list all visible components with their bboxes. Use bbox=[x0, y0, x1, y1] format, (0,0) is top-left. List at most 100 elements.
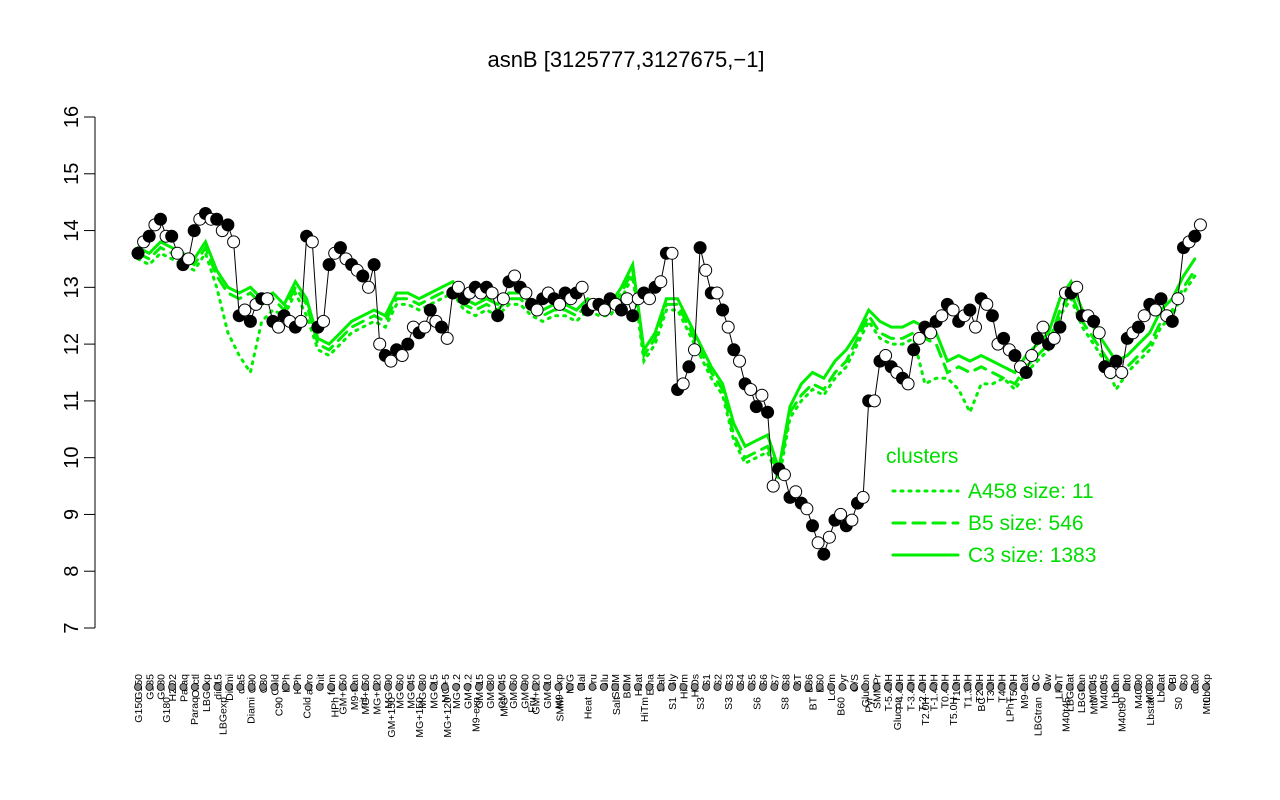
y-tick-label: 10 bbox=[61, 447, 83, 469]
x-tick-label: LBGstat bbox=[1065, 674, 1077, 712]
data-point bbox=[1109, 354, 1123, 368]
chart-title: asnB [3125777,3127675,−1] bbox=[487, 47, 764, 72]
x-tick-marker bbox=[1145, 683, 1154, 691]
data-point bbox=[727, 343, 741, 357]
data-point bbox=[530, 303, 544, 317]
x-tick-marker bbox=[974, 683, 983, 691]
data-point bbox=[221, 218, 235, 232]
x-tick-label: nit bbox=[315, 674, 327, 685]
x-tick-label: S6 bbox=[758, 674, 770, 687]
x-tick-label: Cold bbox=[302, 697, 314, 719]
x-tick-label: T-2.40H bbox=[917, 674, 929, 711]
x-tick-marker bbox=[827, 683, 835, 691]
data-point bbox=[626, 309, 640, 323]
x-tick-marker bbox=[1133, 683, 1142, 691]
data-point bbox=[980, 297, 994, 311]
data-point bbox=[969, 320, 982, 334]
data-point bbox=[322, 258, 336, 272]
cluster-line-dotted bbox=[136, 249, 1197, 486]
x-tick-marker bbox=[463, 683, 472, 691]
x-tick-marker bbox=[838, 683, 847, 691]
x-tick-label: LPhT bbox=[1004, 696, 1016, 722]
x-tick-marker bbox=[224, 683, 233, 691]
x-tick-label: GM+90 bbox=[519, 674, 531, 709]
data-point bbox=[227, 235, 241, 249]
x-tick-label: B60 bbox=[836, 697, 848, 716]
x-tick-label: S1 bbox=[701, 674, 713, 687]
x-axis: G150G135G180H2O2ParaqOxctlLBGexpdia15Dia… bbox=[133, 673, 1213, 737]
data-point bbox=[367, 258, 381, 272]
x-tick-label: T-5.40H bbox=[883, 674, 895, 711]
data-point bbox=[856, 490, 870, 504]
y-tick-label: 11 bbox=[61, 391, 83, 412]
data-point bbox=[834, 507, 848, 521]
x-tick-label: LBGexp bbox=[201, 674, 213, 712]
data-point bbox=[598, 303, 611, 317]
data-point bbox=[1171, 292, 1185, 306]
x-tick-label: S0 bbox=[1178, 674, 1190, 687]
data-point bbox=[867, 394, 881, 408]
data-point bbox=[761, 405, 775, 419]
data-point bbox=[142, 229, 156, 243]
data-point bbox=[1047, 331, 1061, 345]
x-tick-marker bbox=[634, 683, 642, 691]
x-tick-marker bbox=[474, 683, 483, 691]
data-point bbox=[682, 360, 696, 374]
x-tick-label: S2 bbox=[712, 674, 724, 687]
x-tick-marker bbox=[781, 683, 790, 691]
x-tick-marker bbox=[736, 683, 745, 691]
data-point bbox=[845, 513, 859, 527]
data-point bbox=[1087, 314, 1101, 328]
data-point bbox=[491, 309, 505, 323]
x-tick-label: MG+30 bbox=[417, 674, 429, 709]
legend-title: clusters bbox=[886, 445, 958, 468]
x-tick-marker bbox=[384, 683, 392, 691]
x-tick-marker bbox=[372, 683, 381, 691]
data-point bbox=[688, 343, 701, 357]
x-tick-marker bbox=[134, 683, 142, 691]
x-tick-marker bbox=[1122, 683, 1131, 691]
x-tick-label: Salt bbox=[611, 697, 623, 715]
x-tick-marker bbox=[179, 683, 188, 691]
x-tick-label: LBGtran bbox=[1032, 697, 1044, 736]
x-tick-marker bbox=[429, 683, 438, 691]
x-tick-label: M40t90 bbox=[1133, 674, 1145, 709]
x-tick-marker bbox=[304, 683, 313, 691]
data-point bbox=[485, 286, 499, 300]
x-tick-label: G150 bbox=[133, 697, 145, 723]
x-tick-marker bbox=[884, 683, 892, 691]
x-tick-marker bbox=[440, 683, 449, 691]
x-tick-marker bbox=[1099, 683, 1108, 691]
x-tick-label: S1 bbox=[667, 697, 679, 710]
data-point bbox=[1019, 366, 1033, 379]
x-tick-label: GM-0.2 bbox=[463, 674, 475, 709]
x-tick-marker bbox=[895, 683, 904, 691]
data-point bbox=[294, 314, 308, 328]
y-axis: 7 8 9 10 11 12 13 14 15 16 bbox=[61, 106, 96, 634]
cluster-lines bbox=[136, 238, 1197, 486]
data-point bbox=[1008, 349, 1022, 362]
data-point bbox=[333, 241, 347, 255]
x-tick-marker bbox=[145, 683, 154, 691]
x-tick-marker bbox=[338, 683, 347, 691]
data-point bbox=[721, 320, 735, 334]
data-point bbox=[806, 519, 819, 533]
data-point bbox=[508, 269, 522, 283]
x-tick-marker bbox=[1043, 683, 1051, 691]
x-tick-label: S5 bbox=[747, 674, 759, 687]
x-tick-marker bbox=[395, 683, 404, 691]
data-point bbox=[496, 292, 510, 306]
x-tick-label: Paraq bbox=[189, 697, 201, 725]
x-tick-marker bbox=[281, 683, 290, 691]
data-point bbox=[243, 314, 257, 328]
x-tick-label: SMM bbox=[555, 697, 567, 722]
x-tick-label: MG+120 bbox=[442, 697, 454, 738]
x-tick-label: MG+90 bbox=[383, 674, 395, 709]
data-point bbox=[154, 212, 167, 226]
x-tick-marker bbox=[588, 683, 597, 691]
x-tick-marker bbox=[1168, 683, 1176, 691]
x-tick-marker bbox=[247, 683, 256, 691]
x-tick-marker bbox=[1054, 683, 1063, 691]
data-point bbox=[676, 377, 690, 391]
x-tick-label: Mt0 bbox=[1201, 697, 1213, 715]
